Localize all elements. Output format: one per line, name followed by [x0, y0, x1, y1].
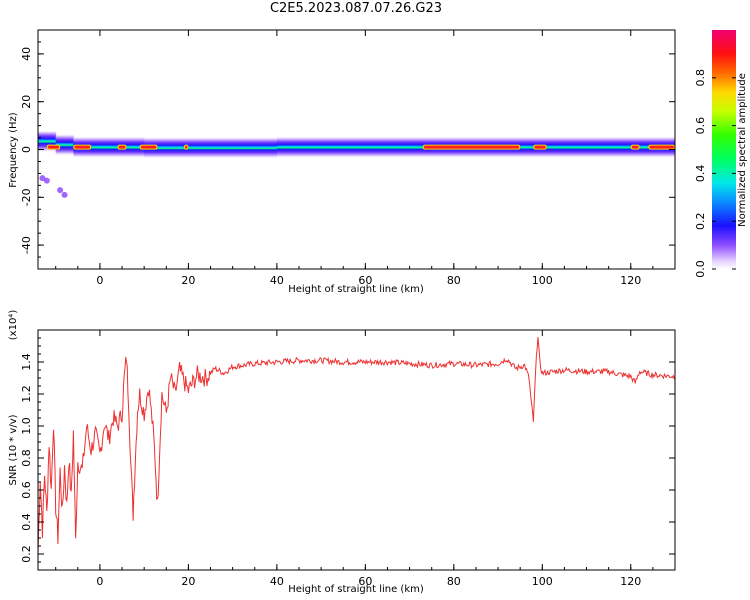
ridge-peak [649, 145, 674, 149]
snr-y-tick-label: 1.2 [20, 385, 33, 403]
snr-y-tick-label: 1.0 [20, 417, 33, 435]
ridge-peak [631, 145, 639, 149]
snr-y-label: SNR (10 * v/v) [8, 414, 19, 485]
snr-x-tick-label: 20 [181, 575, 195, 588]
spectrogram-x-tick-label: 80 [447, 274, 461, 287]
snr-y-tick-label: 0.4 [20, 513, 33, 531]
spectrogram-x-tick-label: 100 [532, 274, 553, 287]
ridge-band-segment [144, 136, 189, 159]
ridge-band-segment [542, 136, 675, 159]
spectrogram-y-tick-label: -40 [20, 236, 33, 254]
colorbar-tick-label: 0.2 [694, 212, 707, 230]
colorbar-label: Normalized spectral amplitude [737, 73, 748, 227]
spectrogram-x-tick-label: 0 [96, 274, 103, 287]
snr-x-tick-label: 80 [447, 575, 461, 588]
spectral-outlier [57, 187, 64, 194]
ridge-band-segment [188, 136, 278, 159]
spectrogram-y-tick-label: -20 [20, 188, 33, 206]
ridge-peak [47, 145, 60, 149]
snr-series-line [38, 337, 675, 555]
spectrogram-y-tick-label: 0 [20, 146, 33, 153]
spectrogram-y-tick-label: 40 [20, 47, 33, 61]
ridge-peak [74, 145, 91, 149]
spectral-outlier [43, 177, 50, 184]
colorbar-tick-label: 0.4 [694, 165, 707, 183]
ridge-band-segment [365, 136, 455, 159]
ridge-peak [423, 145, 520, 149]
colorbar-tick-label: 0.6 [694, 117, 707, 135]
spectrogram-x-label: Height of straight line (km) [288, 284, 424, 295]
spectrogram-x-tick-label: 20 [181, 274, 195, 287]
spectrogram-x-tick-label: 40 [270, 274, 284, 287]
spectrogram-y-label: Frequency (Hz) [8, 112, 19, 188]
ridge-peak [184, 145, 188, 149]
snr-y-tick-label: 0.6 [20, 481, 33, 499]
figure-title: C2E5.2023.087.07.26.G23 [269, 1, 443, 16]
snr-y-tick-label: 1.4 [20, 353, 33, 371]
spectrogram-panel: 0 20 40 60 80 100 120 -40 -20 0 20 40 Height of st… [8, 29, 676, 295]
ridge-peak [534, 145, 546, 149]
colorbar: 0.0 0.2 0.4 0.6 0.8 Normalized spectral ampl… [694, 30, 748, 278]
snr-x-label: Height of straight line (km) [288, 584, 424, 595]
spectrogram-y-tick-label: 20 [20, 95, 33, 109]
ridge-band-segment [55, 133, 74, 156]
spectral-ridge [38, 130, 675, 159]
snr-panel: 0 20 40 60 80 100 120 0.2 0.4 0.6 0.8 1.0 1.2 1.4 He… [8, 310, 676, 595]
spectrogram-x-tick-label: 60 [358, 274, 372, 287]
spectrogram-x-tick-label: 120 [620, 274, 641, 287]
colorbar-tick-label: 0.0 [694, 260, 707, 278]
spectral-outlier [39, 175, 46, 182]
snr-x-tick-label: 0 [96, 575, 103, 588]
snr-scale-label: (x10⁴) [8, 310, 19, 341]
snr-x-tick-label: 40 [270, 575, 284, 588]
ridge-peak [140, 145, 157, 149]
snr-y-tick-label: 0.8 [20, 449, 33, 467]
snr-x-tick-label: 100 [532, 575, 553, 588]
snr-y-tick-label: 0.2 [20, 545, 33, 563]
spectral-outlier [61, 191, 68, 198]
snr-x-tick-label: 60 [358, 575, 372, 588]
ridge-peak [118, 145, 126, 149]
colorbar-tick-label: 0.8 [694, 69, 707, 87]
snr-frame [37, 329, 676, 571]
snr-x-tick-label: 120 [620, 575, 641, 588]
colorbar-gradient [712, 30, 736, 269]
ridge-band-segment [276, 136, 366, 159]
